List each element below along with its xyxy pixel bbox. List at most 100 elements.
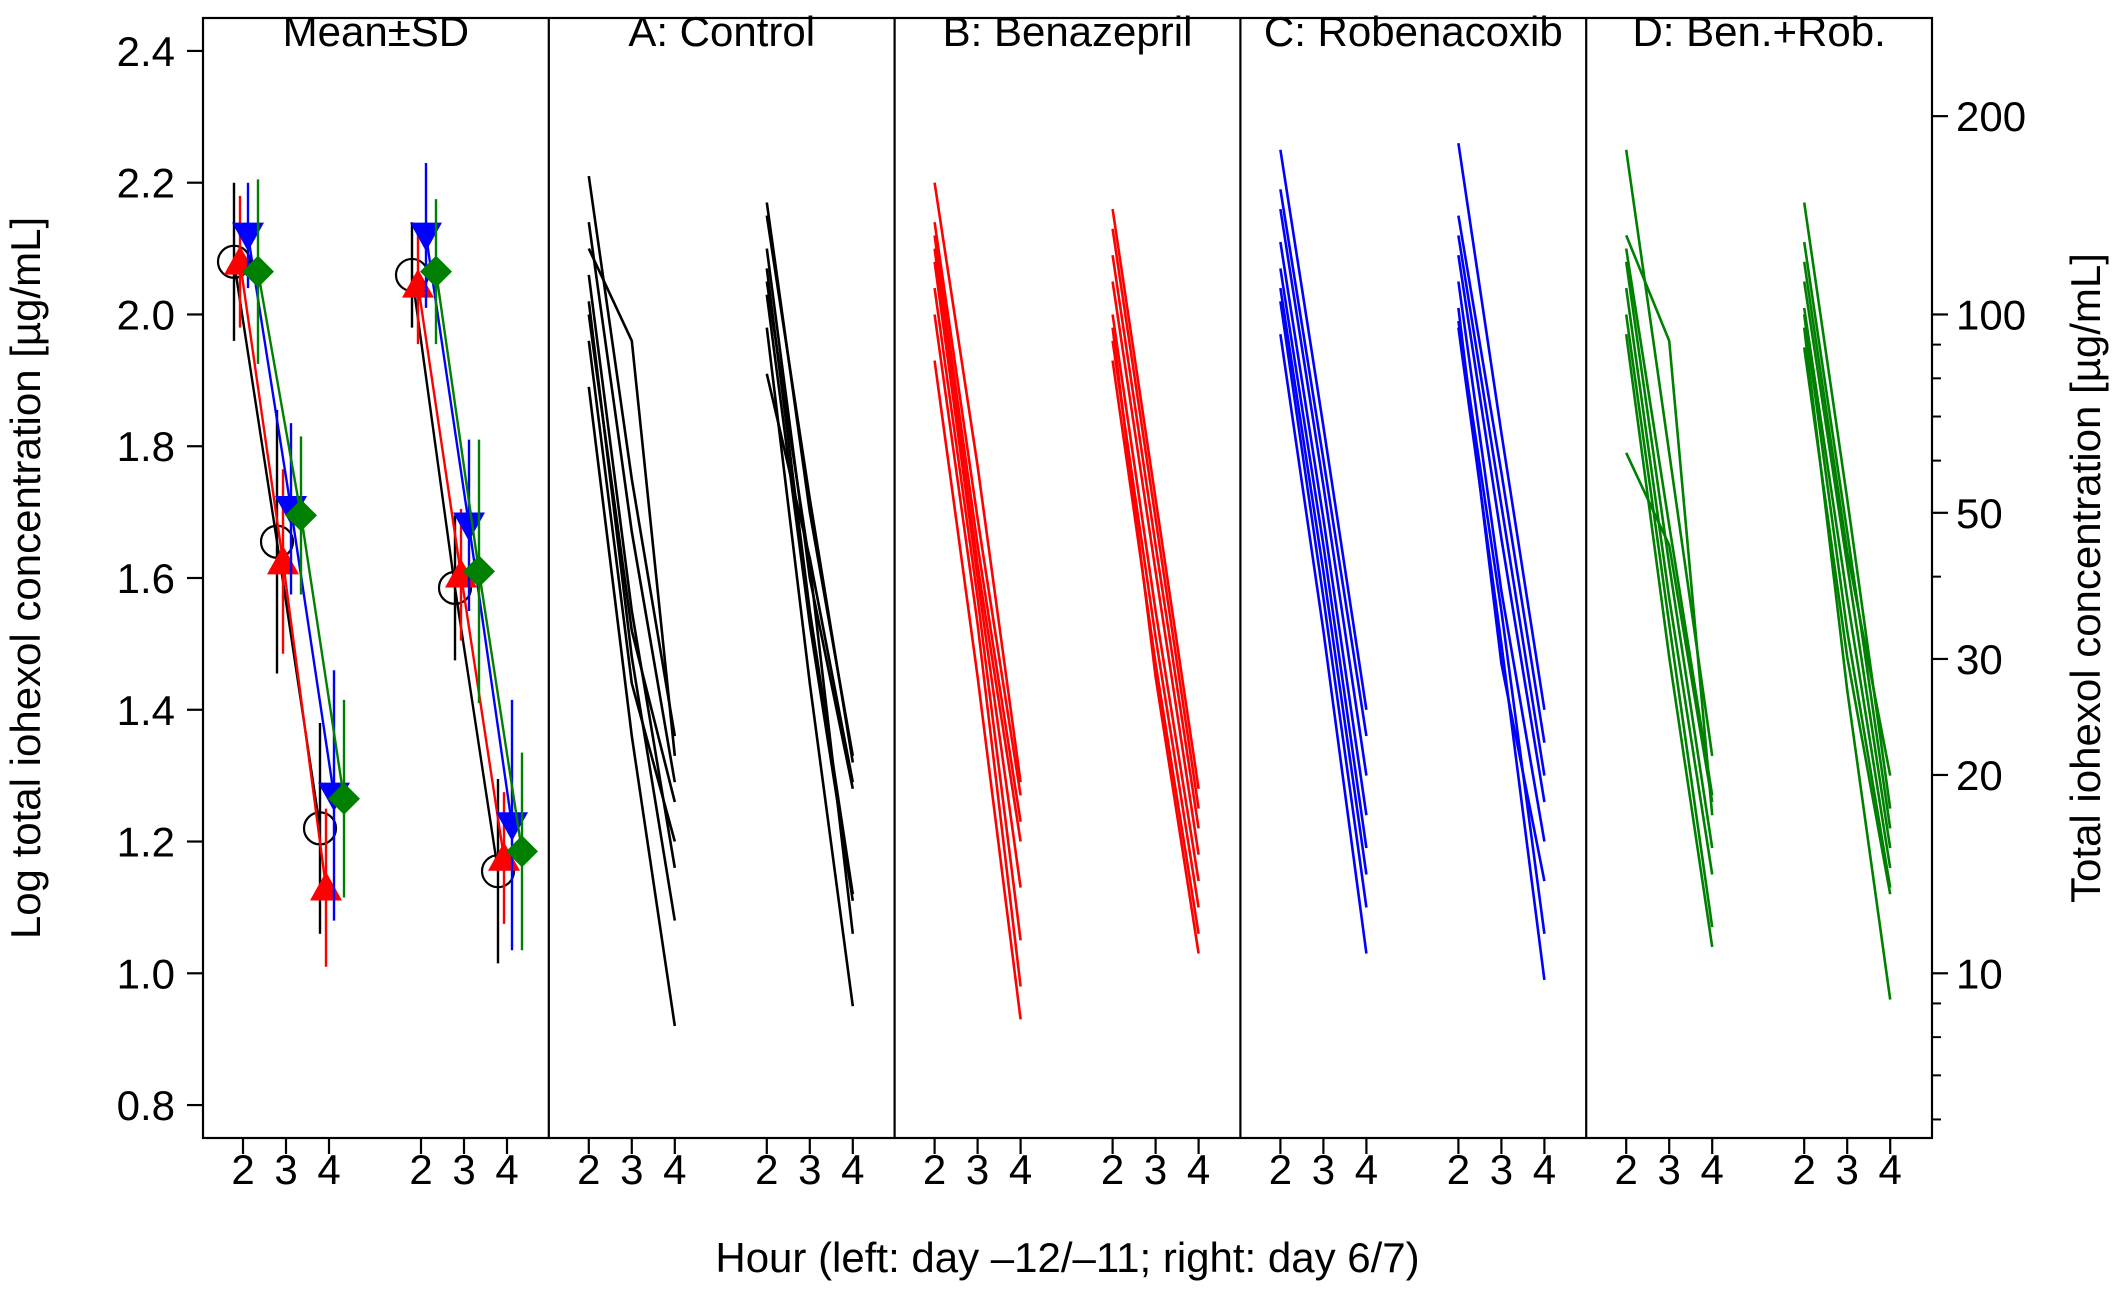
subject-line bbox=[765, 294, 855, 901]
subject-line bbox=[1279, 208, 1368, 776]
x-tick-label: 2 bbox=[1793, 1146, 1816, 1193]
subject-line bbox=[765, 215, 855, 763]
subject-line bbox=[933, 261, 1022, 888]
y-axis-title-left: Log total iohexol concentration [µg/mL] bbox=[2, 217, 49, 939]
subject-line bbox=[1279, 149, 1368, 710]
subject-line bbox=[1279, 189, 1368, 737]
y-tick-label-left: 2.4 bbox=[117, 28, 175, 75]
subject-line bbox=[1111, 281, 1200, 855]
panel-3 bbox=[1279, 143, 1546, 981]
y-tick-label-left: 1.2 bbox=[117, 819, 175, 866]
x-tick-label: 4 bbox=[1533, 1146, 1556, 1193]
x-tick-label: 2 bbox=[577, 1146, 600, 1193]
x-tick-label: 2 bbox=[1101, 1146, 1124, 1193]
subject-line bbox=[1802, 327, 1892, 1000]
mean-marker bbox=[310, 871, 342, 901]
subject-line bbox=[1624, 287, 1714, 875]
mean-marker bbox=[328, 782, 360, 815]
y-tick-label-left: 2.0 bbox=[117, 291, 175, 338]
x-tick-label: 3 bbox=[1658, 1146, 1681, 1193]
subject-line bbox=[1802, 261, 1892, 776]
subject-line bbox=[1624, 334, 1714, 948]
subject-line bbox=[933, 248, 1022, 842]
mean-marker bbox=[420, 255, 452, 288]
x-tick-label: 4 bbox=[1009, 1146, 1032, 1193]
mean-marker bbox=[410, 222, 442, 252]
subject-line bbox=[933, 235, 1022, 822]
x-tick-label: 4 bbox=[1187, 1146, 1210, 1193]
subject-line bbox=[1279, 241, 1368, 816]
subject-line bbox=[1802, 314, 1892, 888]
subject-line bbox=[765, 373, 855, 783]
y-tick-label-left: 0.8 bbox=[117, 1082, 175, 1129]
x-tick-label: 4 bbox=[841, 1146, 864, 1193]
x-tick-label: 3 bbox=[1490, 1146, 1513, 1193]
subject-line bbox=[1457, 255, 1546, 803]
mean-marker bbox=[496, 812, 528, 842]
x-tick-label: 3 bbox=[452, 1146, 475, 1193]
subject-line bbox=[1802, 202, 1892, 809]
subject-line bbox=[1802, 307, 1892, 869]
x-tick-label: 4 bbox=[1355, 1146, 1378, 1193]
subject-line bbox=[933, 222, 1022, 796]
subject-line bbox=[1111, 255, 1200, 829]
mean-marker bbox=[506, 835, 538, 868]
subject-line bbox=[1457, 215, 1546, 743]
subject-line bbox=[1802, 281, 1892, 849]
y-tick-label-right: 100 bbox=[1956, 291, 2026, 338]
subject-line bbox=[587, 222, 677, 783]
x-tick-label: 4 bbox=[495, 1146, 518, 1193]
x-tick-label: 3 bbox=[1144, 1146, 1167, 1193]
subject-line bbox=[1457, 327, 1546, 981]
panel-title: B: Benazepril bbox=[943, 8, 1193, 55]
subject-line bbox=[1279, 268, 1368, 849]
x-axis-title: Hour (left: day –12/–11; right: day 6/7) bbox=[715, 1234, 1419, 1281]
y-tick-label-right: 20 bbox=[1956, 752, 2003, 799]
y-tick-label-left: 2.2 bbox=[117, 160, 175, 207]
mean-marker bbox=[216, 244, 252, 279]
y-tick-label-left: 1.4 bbox=[117, 687, 175, 734]
axes-layer: Mean±SD A: Control B: Benazepril C: Robenac… bbox=[117, 8, 2026, 1193]
y-tick-label-left: 1.0 bbox=[117, 950, 175, 997]
subject-line bbox=[587, 274, 677, 869]
subject-line bbox=[1111, 228, 1200, 809]
x-tick-label: 3 bbox=[798, 1146, 821, 1193]
subject-line bbox=[587, 386, 677, 1027]
x-tick-label: 3 bbox=[966, 1146, 989, 1193]
subject-line bbox=[1111, 208, 1200, 789]
panel-title: D: Ben.+Rob. bbox=[1632, 8, 1885, 55]
y-tick-label-right: 30 bbox=[1956, 636, 2003, 683]
subject-line bbox=[765, 327, 855, 1007]
subject-line bbox=[1111, 314, 1200, 882]
x-tick-label: 2 bbox=[1447, 1146, 1470, 1193]
subject-line bbox=[1802, 241, 1892, 829]
y-tick-label-left: 1.6 bbox=[117, 555, 175, 602]
x-tick-label: 2 bbox=[231, 1146, 254, 1193]
x-tick-label: 2 bbox=[923, 1146, 946, 1193]
x-tick-label: 2 bbox=[1615, 1146, 1638, 1193]
x-tick-label: 2 bbox=[1269, 1146, 1292, 1193]
mean-marker bbox=[453, 512, 485, 542]
subject-line bbox=[1457, 320, 1546, 934]
subject-line bbox=[765, 248, 855, 790]
subject-line bbox=[933, 287, 1022, 941]
x-tick-label: 2 bbox=[409, 1146, 432, 1193]
x-tick-label: 3 bbox=[620, 1146, 643, 1193]
y-tick-label-right: 200 bbox=[1956, 93, 2026, 140]
x-tick-label: 4 bbox=[317, 1146, 340, 1193]
x-tick-label: 3 bbox=[1836, 1146, 1859, 1193]
subject-line bbox=[1457, 143, 1546, 710]
panel-mean-sd bbox=[216, 162, 538, 967]
x-tick-label: 4 bbox=[1879, 1146, 1902, 1193]
mean-marker bbox=[463, 555, 495, 588]
x-tick-label: 4 bbox=[663, 1146, 686, 1193]
subject-line bbox=[933, 182, 1022, 783]
x-tick-label: 4 bbox=[1701, 1146, 1724, 1193]
panel-2 bbox=[933, 182, 1200, 1020]
subject-line bbox=[1279, 301, 1368, 908]
x-tick-label: 2 bbox=[755, 1146, 778, 1193]
panel-title: Mean±SD bbox=[283, 8, 469, 55]
panels-layer bbox=[216, 143, 1892, 1027]
subject-line bbox=[1624, 248, 1714, 796]
subject-line bbox=[1111, 327, 1200, 954]
